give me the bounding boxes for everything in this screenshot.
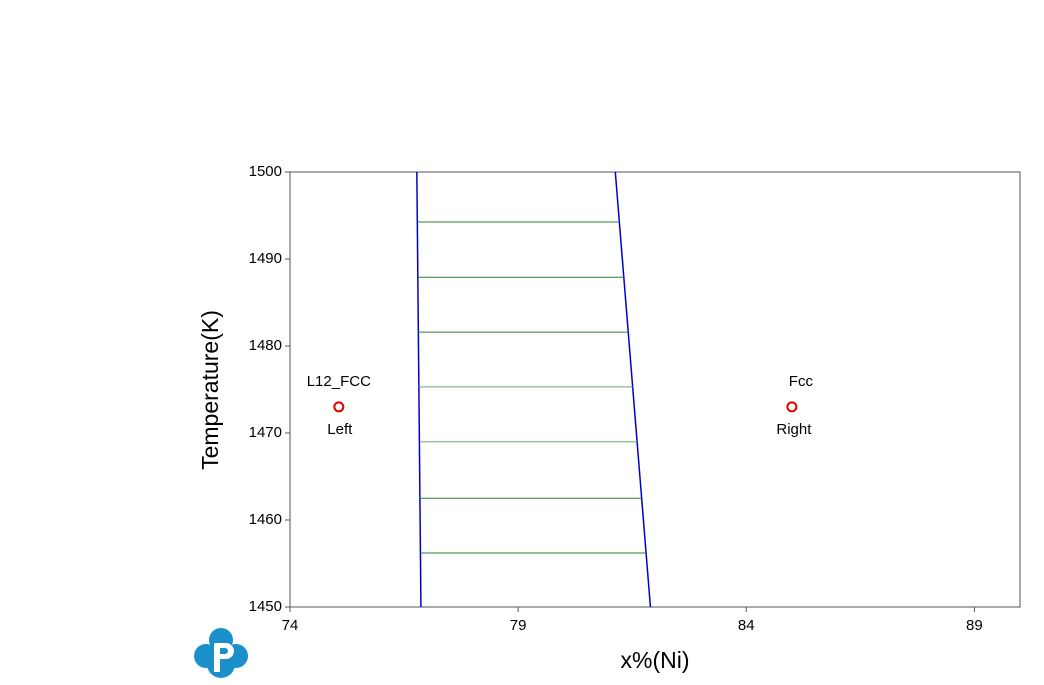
y-axis-title: Temperature(K) [197, 310, 223, 470]
plot-frame [289, 171, 1021, 608]
y-tick-label: 1500 [249, 163, 282, 180]
y-tick-label: 1450 [249, 598, 282, 615]
x-axis-title: x%(Ni) [621, 647, 690, 673]
x-tick-label: 74 [282, 617, 299, 634]
point-phase: Fcc [789, 373, 814, 390]
point-phase: L12_FCC [307, 373, 371, 390]
point-label: Left [327, 421, 353, 438]
point-label: Right [776, 421, 812, 438]
phase-line [614, 171, 652, 608]
y-tick-label: 1490 [249, 250, 282, 267]
point [333, 401, 345, 413]
point [786, 401, 798, 413]
y-tick-label: 1480 [249, 337, 282, 354]
x-tick-label: 79 [510, 617, 527, 634]
x-tick-label: 84 [738, 617, 755, 634]
y-tick-label: 1470 [249, 424, 282, 441]
y-tick-label: 1460 [249, 511, 282, 528]
x-tick-label: 89 [966, 617, 983, 634]
phase-line [416, 171, 422, 608]
logo [194, 628, 248, 678]
